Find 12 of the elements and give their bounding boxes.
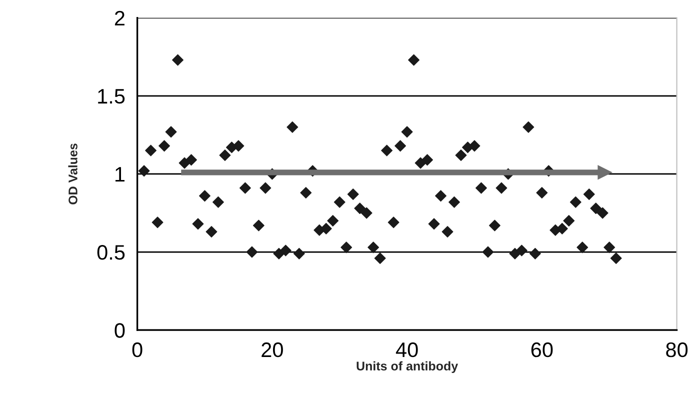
x-axis-title: Units of antibody xyxy=(356,361,458,373)
y-tick-label: 0.5 xyxy=(97,245,125,260)
x-tick-label: 0 xyxy=(132,342,142,358)
y-tick-label: 1 xyxy=(116,167,124,182)
x-tick-label: 80 xyxy=(666,342,688,358)
y-tick-label: 0 xyxy=(114,323,125,338)
x-tick-label: 20 xyxy=(262,342,283,358)
y-axis-title: OD Values xyxy=(68,144,78,204)
x-tick-label: 60 xyxy=(531,342,553,358)
y-tick-label: 1.5 xyxy=(98,89,125,104)
x-tick-label: 40 xyxy=(396,342,418,358)
y-tick-label: 2 xyxy=(114,10,124,26)
